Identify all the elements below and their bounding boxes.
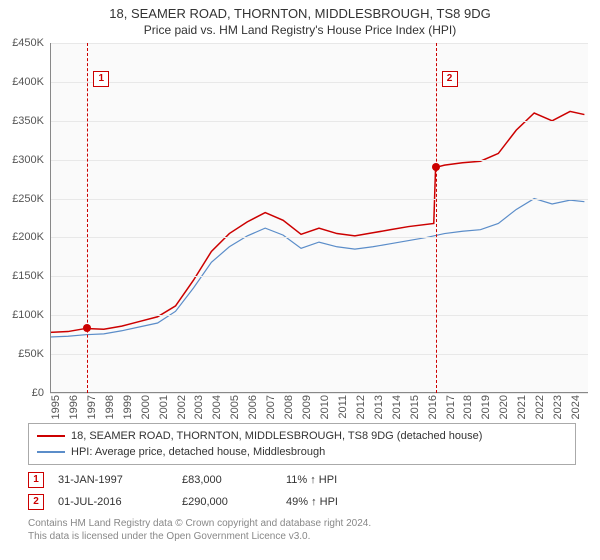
legend-swatch	[37, 435, 65, 437]
legend: 18, SEAMER ROAD, THORNTON, MIDDLESBROUGH…	[28, 423, 576, 465]
y-tick-label: £450K	[12, 37, 44, 49]
sale-pct: 49% ↑ HPI	[286, 496, 376, 508]
y-tick-label: £300K	[12, 154, 44, 166]
legend-swatch	[37, 451, 65, 453]
footer-line2: This data is licensed under the Open Gov…	[28, 530, 576, 543]
x-tick-label: 2020	[498, 395, 510, 419]
chart-container: 18, SEAMER ROAD, THORNTON, MIDDLESBROUGH…	[0, 0, 600, 560]
x-tick-label: 1997	[86, 395, 98, 419]
x-tick-label: 2000	[140, 395, 152, 419]
footer-line1: Contains HM Land Registry data © Crown c…	[28, 517, 576, 530]
legend-label: 18, SEAMER ROAD, THORNTON, MIDDLESBROUGH…	[71, 430, 482, 442]
y-tick-label: £50K	[18, 348, 44, 360]
sale-date: 01-JUL-2016	[58, 496, 168, 508]
sale-index-box: 2	[28, 494, 44, 510]
sales-table: 1 31-JAN-1997 £83,000 11% ↑ HPI 2 01-JUL-2016…	[28, 469, 576, 513]
title-address: 18, SEAMER ROAD, THORNTON, MIDDLESBROUGH…	[0, 6, 600, 21]
title-area: 18, SEAMER ROAD, THORNTON, MIDDLESBROUGH…	[0, 0, 600, 37]
x-tick-label: 2015	[409, 395, 421, 419]
sale-point-dot	[83, 324, 91, 332]
x-tick-label: 2018	[462, 395, 474, 419]
x-tick-label: 2012	[355, 395, 367, 419]
x-tick-label: 1998	[104, 395, 116, 419]
y-tick-label: £250K	[12, 193, 44, 205]
x-tick-label: 2005	[229, 395, 241, 419]
series-hpi	[50, 199, 584, 337]
x-tick-label: 2007	[265, 395, 277, 419]
x-tick-label: 2002	[176, 395, 188, 419]
y-tick-label: £350K	[12, 115, 44, 127]
x-tick-label: 2006	[247, 395, 259, 419]
series-property	[50, 111, 584, 332]
title-subtitle: Price paid vs. HM Land Registry's House …	[0, 23, 600, 37]
x-tick-label: 2011	[337, 395, 349, 419]
sale-point-dot	[432, 163, 440, 171]
x-tick-label: 2004	[211, 395, 223, 419]
x-tick-label: 2016	[427, 395, 439, 419]
sale-vline	[87, 43, 88, 393]
sale-marker-box: 1	[93, 71, 109, 87]
x-tick-label: 2001	[158, 395, 170, 419]
legend-label: HPI: Average price, detached house, Midd…	[71, 446, 325, 458]
x-tick-label: 2019	[480, 395, 492, 419]
x-tick-label: 2009	[301, 395, 313, 419]
x-tick-label: 2024	[570, 395, 582, 419]
x-tick-label: 2013	[373, 395, 385, 419]
x-tick-label: 2021	[516, 395, 528, 419]
y-tick-label: £0	[32, 387, 44, 399]
chart-svg	[50, 43, 588, 393]
sale-marker-box: 2	[442, 71, 458, 87]
legend-row: 18, SEAMER ROAD, THORNTON, MIDDLESBROUGH…	[37, 428, 567, 444]
x-tick-label: 2022	[534, 395, 546, 419]
sale-index-box: 1	[28, 472, 44, 488]
x-tick-label: 2014	[391, 395, 403, 419]
footer: Contains HM Land Registry data © Crown c…	[28, 517, 576, 543]
x-tick-label: 2003	[193, 395, 205, 419]
x-tick-label: 1995	[50, 395, 62, 419]
sale-pct: 11% ↑ HPI	[286, 474, 376, 486]
x-tick-label: 2008	[283, 395, 295, 419]
sales-row: 2 01-JUL-2016 £290,000 49% ↑ HPI	[28, 491, 576, 513]
sale-price: £83,000	[182, 474, 272, 486]
x-tick-label: 1999	[122, 395, 134, 419]
y-tick-label: £150K	[12, 270, 44, 282]
sale-vline	[436, 43, 437, 393]
sale-date: 31-JAN-1997	[58, 474, 168, 486]
x-tick-label: 2023	[552, 395, 564, 419]
y-tick-label: £200K	[12, 231, 44, 243]
y-tick-label: £400K	[12, 76, 44, 88]
sale-price: £290,000	[182, 496, 272, 508]
plot-background: £0£50K£100K£150K£200K£250K£300K£350K£400…	[50, 43, 588, 393]
chart-area: £0£50K£100K£150K£200K£250K£300K£350K£400…	[50, 43, 588, 413]
x-tick-label: 1996	[68, 395, 80, 419]
legend-row: HPI: Average price, detached house, Midd…	[37, 444, 567, 460]
x-tick-label: 2010	[319, 395, 331, 419]
sales-row: 1 31-JAN-1997 £83,000 11% ↑ HPI	[28, 469, 576, 491]
y-tick-label: £100K	[12, 309, 44, 321]
x-tick-label: 2017	[445, 395, 457, 419]
